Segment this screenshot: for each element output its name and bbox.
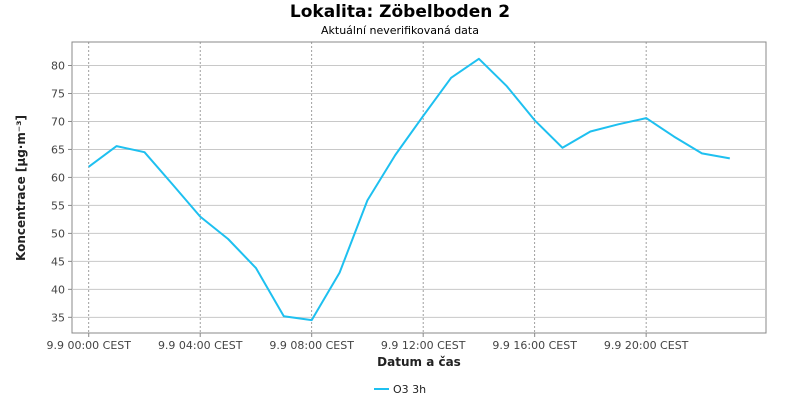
data-point — [478, 58, 480, 60]
data-point — [645, 117, 647, 119]
y-axis: 35 40 45 50 55 60 65 70 75 80 — [51, 60, 72, 324]
x-tick-label: 9.9 20:00 CEST — [604, 339, 689, 352]
x-tick-label: 9.9 16:00 CEST — [492, 339, 577, 352]
legend-label-o3: O3 3h — [393, 383, 426, 396]
data-point — [283, 315, 285, 317]
data-point — [562, 147, 564, 149]
data-point — [171, 183, 173, 185]
data-point — [116, 145, 118, 147]
y-tick-label: 65 — [51, 143, 65, 156]
y-tick-label: 35 — [51, 311, 65, 324]
chart-subtitle: Aktuální neverifikovaná data — [321, 24, 479, 37]
series-line-o3 — [88, 57, 730, 322]
series-layer — [88, 57, 731, 322]
y-tick-label: 70 — [51, 115, 65, 128]
x-tick-label: 9.9 04:00 CEST — [158, 339, 243, 352]
data-point — [227, 238, 229, 240]
y-tick-label: 80 — [51, 60, 65, 73]
data-point — [143, 151, 145, 153]
x-axis: 9.9 00:00 CEST 9.9 04:00 CEST 9.9 08:00 CE… — [46, 333, 689, 352]
y-axis-title: Koncentrace [µg·m⁻³] — [14, 115, 28, 261]
data-point — [506, 85, 508, 87]
grid-lines — [72, 42, 766, 333]
data-point — [450, 77, 452, 79]
data-point — [311, 319, 313, 321]
x-tick-label: 9.9 12:00 CEST — [381, 339, 466, 352]
data-point — [366, 199, 368, 201]
data-point — [617, 123, 619, 125]
data-point — [589, 131, 591, 133]
chart-title: Lokalita: Zöbelboden 2 — [289, 2, 511, 22]
data-point — [339, 272, 341, 274]
plot-area — [71, 41, 767, 334]
y-tick-label: 55 — [51, 199, 65, 212]
data-point — [534, 119, 536, 121]
legend: O3 3h — [374, 383, 426, 396]
data-point — [701, 152, 703, 154]
data-point — [255, 267, 257, 269]
data-point — [673, 136, 675, 138]
data-point — [199, 216, 201, 218]
x-tick-label: 9.9 00:00 CEST — [46, 339, 131, 352]
x-axis-title: Datum a čas — [377, 355, 461, 369]
y-tick-label: 45 — [51, 255, 65, 268]
data-point — [422, 115, 424, 117]
y-tick-label: 50 — [51, 227, 65, 240]
data-point — [394, 154, 396, 156]
y-tick-label: 40 — [51, 283, 65, 296]
y-tick-label: 60 — [51, 171, 65, 184]
data-point — [729, 157, 731, 159]
y-tick-label: 75 — [51, 87, 65, 100]
x-tick-label: 9.9 08:00 CEST — [269, 339, 354, 352]
data-point — [88, 166, 90, 168]
